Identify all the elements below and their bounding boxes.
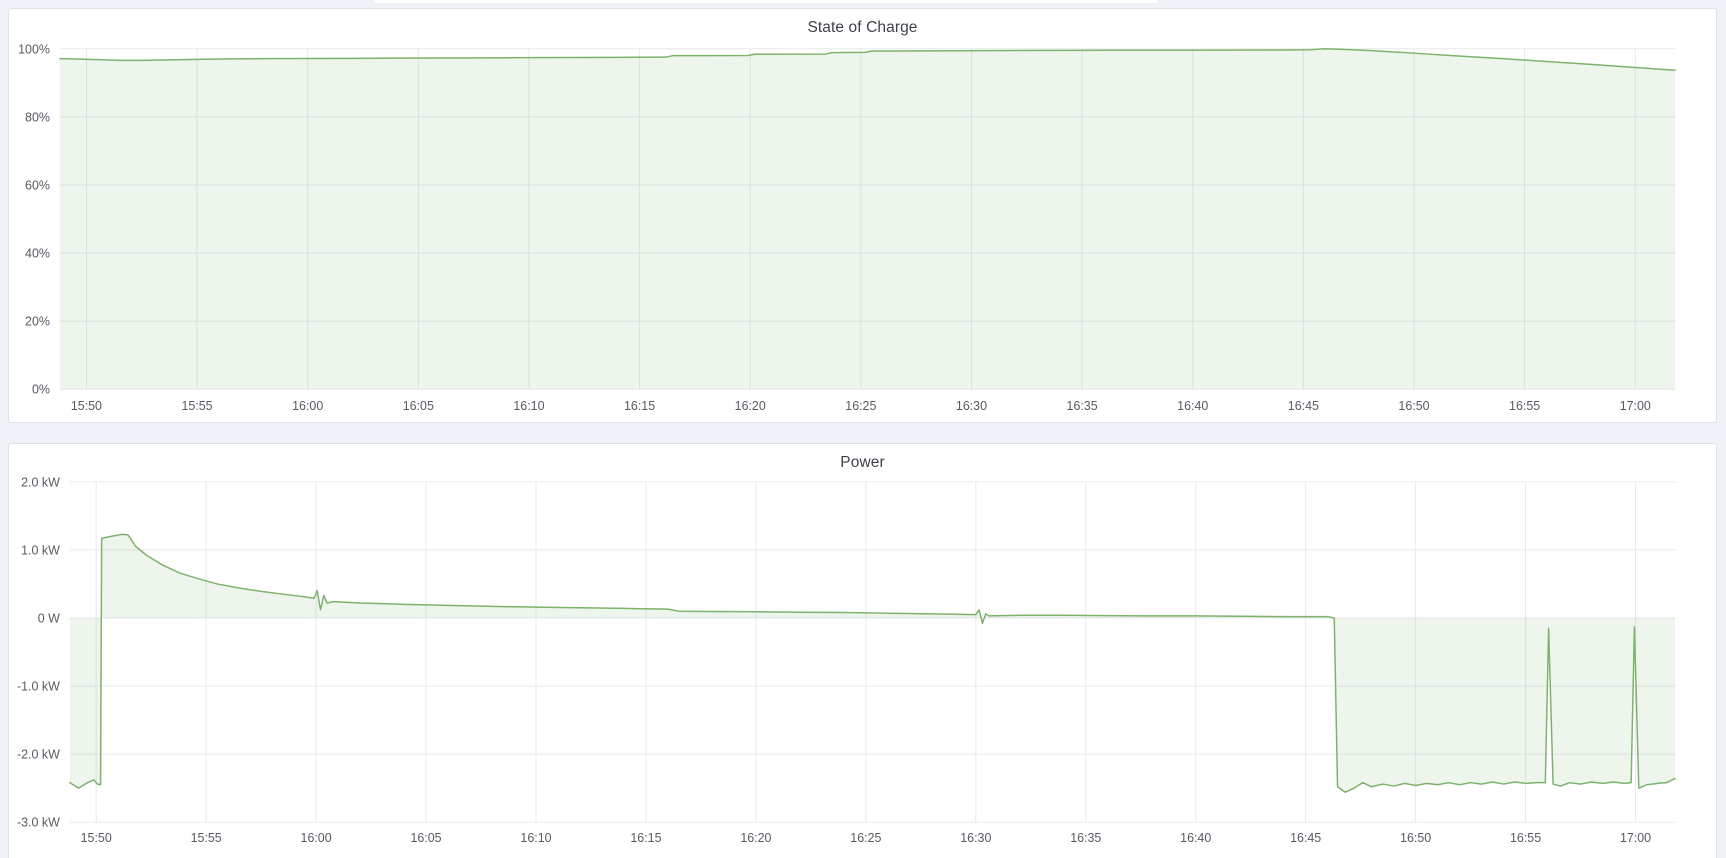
y-tick-label: -1.0 kW bbox=[17, 680, 60, 694]
grid-lines bbox=[69, 481, 1676, 823]
x-tick-label: 15:50 bbox=[81, 831, 112, 845]
x-tick-label: 16:00 bbox=[301, 831, 332, 845]
x-tick-label: 16:40 bbox=[1180, 831, 1211, 845]
y-tick-label: 1.0 kW bbox=[21, 543, 60, 557]
x-tick-label: 16:20 bbox=[735, 399, 766, 413]
y-tick-label: 40% bbox=[25, 246, 50, 260]
y-tick-label: 100% bbox=[18, 42, 50, 56]
x-tick-label: 16:10 bbox=[520, 831, 551, 845]
x-tick-label: 15:50 bbox=[71, 399, 102, 413]
x-tick-label: 16:45 bbox=[1290, 831, 1321, 845]
data-line bbox=[59, 48, 1676, 71]
y-tick-label: 60% bbox=[25, 178, 50, 192]
x-tick-label: 16:30 bbox=[956, 399, 987, 413]
partial-panel-above bbox=[374, 0, 1157, 3]
power-chart-plot[interactable]: 2.0 kW 1.0 kW 0 W -1.0 kW -2.0 kW -3.0 kW 15:5… bbox=[9, 444, 1718, 858]
x-tick-label: 16:45 bbox=[1288, 399, 1319, 413]
x-tick-label: 15:55 bbox=[191, 831, 222, 845]
y-tick-labels: 100% 80% 60% 40% 20% 0% bbox=[18, 42, 50, 396]
data-line bbox=[69, 533, 1676, 793]
soc-chart-plot[interactable]: 100% 80% 60% 40% 20% 0% 15:50 15:55 16:00 16:05 16… bbox=[9, 9, 1718, 422]
y-tick-label: 2.0 kW bbox=[21, 475, 60, 489]
x-tick-label: 17:00 bbox=[1620, 831, 1651, 845]
x-tick-label: 16:25 bbox=[850, 831, 881, 845]
y-tick-label: 20% bbox=[25, 315, 50, 329]
x-tick-label: 16:25 bbox=[845, 399, 876, 413]
y-tick-labels: 2.0 kW 1.0 kW 0 W -1.0 kW -2.0 kW -3.0 kW bbox=[17, 475, 60, 829]
x-tick-label: 16:30 bbox=[960, 831, 991, 845]
x-tick-label: 16:50 bbox=[1400, 831, 1431, 845]
x-tick-label: 16:10 bbox=[513, 399, 544, 413]
soc-chart-panel: State of Charge 100% 80% 60% 40% 20% 0% 15:50 1… bbox=[8, 8, 1717, 423]
x-tick-label: 17:00 bbox=[1620, 399, 1651, 413]
x-tick-label: 16:35 bbox=[1067, 399, 1098, 413]
y-tick-label: 0% bbox=[32, 383, 50, 397]
x-tick-label: 16:05 bbox=[410, 831, 441, 845]
x-tick-labels: 15:50 15:55 16:00 16:05 16:10 16:15 16:20 16:25… bbox=[71, 399, 1651, 413]
x-tick-labels: 15:50 15:55 16:00 16:05 16:10 16:15 16:20 16:25… bbox=[81, 831, 1652, 845]
x-tick-label: 16:00 bbox=[292, 399, 323, 413]
power-chart-panel: Power 2.0 kW 1.0 kW 0 W -1.0 kW -2.0 kW -3.0 … bbox=[8, 443, 1717, 858]
x-tick-label: 16:35 bbox=[1070, 831, 1101, 845]
y-tick-label: 0 W bbox=[38, 611, 60, 625]
area-fill bbox=[69, 534, 1676, 793]
x-tick-label: 16:15 bbox=[630, 831, 661, 845]
x-tick-label: 16:55 bbox=[1510, 831, 1541, 845]
y-tick-label: -3.0 kW bbox=[17, 816, 60, 830]
x-tick-label: 16:05 bbox=[403, 399, 434, 413]
x-tick-label: 16:50 bbox=[1398, 399, 1429, 413]
y-tick-label: 80% bbox=[25, 110, 50, 124]
x-tick-label: 16:20 bbox=[740, 831, 771, 845]
area-fill bbox=[59, 48, 1676, 390]
x-tick-label: 16:55 bbox=[1509, 399, 1540, 413]
y-tick-label: -2.0 kW bbox=[17, 748, 60, 762]
x-tick-label: 16:15 bbox=[624, 399, 655, 413]
x-tick-label: 16:40 bbox=[1177, 399, 1208, 413]
x-tick-label: 15:55 bbox=[182, 399, 213, 413]
grid-lines bbox=[59, 48, 1676, 390]
